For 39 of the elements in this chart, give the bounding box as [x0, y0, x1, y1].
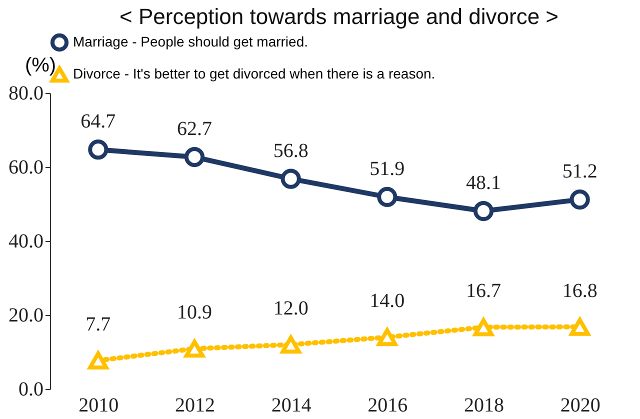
data-label: 16.8	[562, 280, 598, 302]
x-tick-label: 2020	[560, 394, 600, 416]
point	[88, 140, 108, 160]
point	[377, 328, 398, 346]
data-label: 48.1	[466, 172, 501, 194]
point	[570, 190, 590, 210]
point	[473, 318, 494, 336]
data-label: 62.7	[177, 118, 212, 140]
y-tick-label: 60.0	[8, 156, 44, 178]
x-tick-label: 2010	[78, 394, 119, 416]
data-label: 56.8	[273, 140, 308, 162]
x-tick-label: 2014	[271, 394, 312, 416]
x-tick-label: 2016	[368, 394, 408, 416]
point	[377, 186, 398, 208]
data-label: 7.7	[86, 314, 111, 336]
point	[88, 352, 108, 370]
data-label: 10.9	[177, 302, 212, 324]
point	[473, 200, 494, 222]
data-label: 12.0	[273, 298, 308, 320]
y-tick-label: 20.0	[8, 304, 44, 326]
data-label: 51.9	[370, 158, 405, 180]
point	[570, 318, 590, 336]
point	[184, 146, 205, 168]
chart-title: < Perception towards marriage and divorce >	[119, 4, 559, 29]
data-label: 51.2	[562, 160, 598, 183]
data-label: 16.7	[466, 280, 501, 302]
y-axis-title: (%)	[24, 54, 56, 76]
point	[280, 336, 301, 354]
point	[280, 168, 301, 189]
data-label: 64.7	[80, 110, 116, 133]
data-label: 14.0	[370, 290, 405, 312]
y-tick-label: 0.0	[18, 378, 44, 400]
x-tick-label: 2012	[175, 394, 215, 416]
y-tick-label: 40.0	[8, 230, 44, 252]
legend-label: Marriage - People should get married.	[73, 34, 308, 50]
legend-label: Divorce - It's better to get divorced when there is a reason.	[73, 66, 436, 82]
y-tick-label: 80.0	[8, 82, 44, 104]
point	[184, 340, 205, 358]
x-tick-label: 2018	[464, 394, 504, 416]
